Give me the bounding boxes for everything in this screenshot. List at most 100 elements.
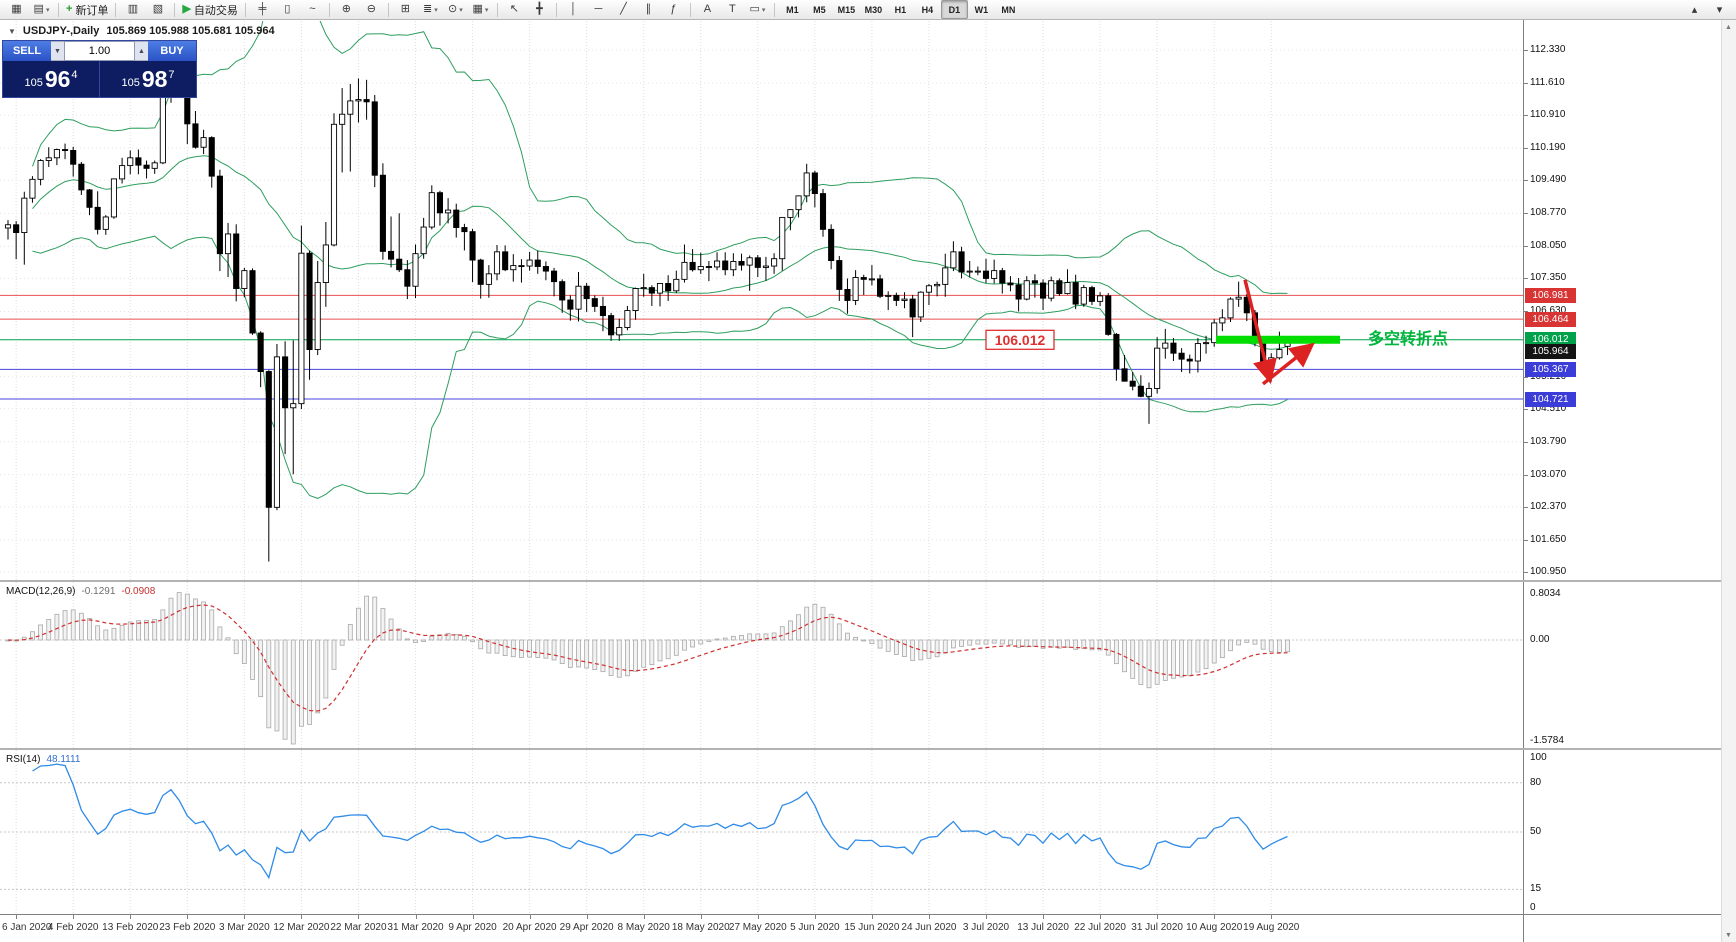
auto-trading-icon[interactable]: ▶ 自动交易	[179, 0, 240, 19]
timeframe-m5[interactable]: M5	[813, 4, 826, 15]
rsi-axis-label: 0	[1530, 902, 1536, 913]
price-tag-106.464: 106.464	[1525, 311, 1576, 327]
shapes-caret-icon[interactable]: ▾	[761, 6, 766, 14]
sell-button[interactable]: SELL	[3, 41, 51, 61]
volume-increase-button[interactable]: ▲	[135, 41, 148, 61]
date-axis-tick	[529, 915, 531, 919]
rsi-axis-label: 80	[1530, 776, 1542, 788]
price-axis-tick	[1524, 50, 1528, 51]
text-label-icon[interactable]: T	[720, 0, 745, 19]
trend-arrow-1[interactable]	[1243, 279, 1277, 385]
timeframe-m30[interactable]: M30	[864, 4, 883, 15]
price-axis-label: 102.370	[1530, 500, 1567, 512]
date-axis-label: 23 Feb 2020	[159, 922, 216, 933]
dock-down-icon[interactable]: ▾	[1716, 4, 1723, 16]
toolbar-group: ↖ ╋	[502, 0, 552, 19]
buy-price-display[interactable]: 105 98 7	[100, 61, 196, 97]
sell-price-pips: 96	[44, 65, 71, 92]
text-glyph: A	[703, 3, 712, 15]
annotations[interactable]: 106.012 多空转折点	[985, 279, 1448, 386]
date-axis-tick	[130, 915, 132, 919]
indicators-glyph: ≣	[423, 3, 433, 15]
cursor-icon[interactable]: ↖	[502, 0, 527, 19]
new-order-icon[interactable]: + 新订单	[63, 0, 111, 19]
timeframe-m1[interactable]: M1	[786, 4, 799, 15]
zoom-out-icon[interactable]: ⊖	[359, 0, 384, 19]
toolbar-group: ▶ 自动交易	[179, 0, 240, 19]
price-axis-tick	[1524, 441, 1528, 443]
toolbar-group: + 新订单	[63, 0, 111, 19]
horizontal-line-icon[interactable]: ─	[586, 0, 611, 19]
text-icon[interactable]: A	[695, 0, 720, 19]
navigator-icon[interactable]: ▧	[145, 0, 170, 19]
volume-decrease-button[interactable]: ▼	[51, 41, 64, 61]
horizontal-levels[interactable]	[0, 294, 1523, 400]
equidistant-channel-icon[interactable]: ∥	[636, 0, 661, 19]
shapes-icon[interactable]: ▭ ▾	[745, 0, 770, 19]
timeframe-h1[interactable]: H1	[894, 4, 907, 15]
crosshair-icon[interactable]: ╋	[527, 0, 552, 19]
periods-caret-icon[interactable]: ▾	[459, 6, 463, 14]
sell-price-display[interactable]: 105 96 4	[3, 61, 99, 97]
tile-windows-icon[interactable]: ⊞	[393, 0, 418, 19]
price-axis-tick	[1524, 148, 1528, 150]
zoom-in-glyph: ⊕	[341, 3, 352, 15]
profiles-caret-icon[interactable]: ▾	[45, 6, 50, 14]
indicators-icon[interactable]: ≣ ▾	[418, 0, 443, 19]
trend-arrow-2[interactable]	[1261, 342, 1315, 386]
vertical-line-glyph: │	[569, 3, 577, 15]
toolbar-separator	[58, 2, 59, 17]
indicators-caret-icon[interactable]: ▾	[434, 6, 438, 14]
vertical-line-icon[interactable]: │	[561, 0, 586, 19]
cn-note-text[interactable]: 多空转折点	[1368, 329, 1448, 348]
sell-price-handle: 105	[24, 76, 43, 89]
price-tag-105.964: 105.964	[1525, 343, 1576, 359]
timeframe-m15[interactable]: M15	[837, 4, 856, 15]
trendline-icon[interactable]: ╱	[611, 0, 636, 19]
panel-separator-rsi[interactable]	[0, 748, 1722, 750]
buy-price-fraction: 7	[168, 68, 175, 81]
date-axis-tick	[187, 915, 189, 919]
candle-chart-mode-icon[interactable]: ▯	[275, 0, 300, 19]
timeframe-mn[interactable]: MN	[1001, 4, 1016, 15]
bar-chart-mode-icon[interactable]: ╪	[250, 0, 275, 19]
volume-input[interactable]	[64, 41, 135, 61]
periods-icon[interactable]: ⊙ ▾	[443, 0, 468, 19]
scroll-up-icon[interactable]: ▲	[1725, 23, 1732, 31]
date-axis-label: 6 Jan 2020	[2, 922, 52, 933]
toolbar-separator	[174, 2, 176, 17]
timeframe-d1[interactable]: D1	[940, 0, 968, 19]
timeframe-w1[interactable]: W1	[974, 4, 989, 15]
market-watch-icon[interactable]: ▥	[120, 0, 145, 19]
scroll-down-icon[interactable]: ▼	[1725, 931, 1732, 939]
templates-caret-icon[interactable]: ▾	[484, 6, 489, 14]
date-axis-tick	[415, 915, 417, 919]
rsi-axis-label: 100	[1530, 752, 1547, 763]
date-axis-label: 15 Jun 2020	[844, 922, 900, 933]
zoom-in-icon[interactable]: ⊕	[334, 0, 359, 19]
vertical-scrollbar[interactable]: ▲ ▼	[1721, 20, 1736, 942]
fibonacci-icon[interactable]: ƒ	[661, 0, 686, 19]
buy-button[interactable]: BUY	[148, 41, 196, 61]
date-axis-label: 22 Jul 2020	[1074, 922, 1126, 933]
chart-symbol-period: USDJPY-,Daily	[22, 25, 100, 37]
dock-up-icon[interactable]: ▴	[1691, 4, 1698, 16]
macd-axis-label: -1.5784	[1530, 735, 1564, 746]
timeframe-h4[interactable]: H4	[921, 4, 934, 15]
rsi-axis-label: 50	[1530, 826, 1542, 837]
trade-panel-divider	[99, 61, 100, 97]
templates-icon[interactable]: ▦ ▾	[468, 0, 493, 19]
new-chart-icon[interactable]: ▦	[4, 0, 29, 19]
price-callout-box[interactable]	[985, 329, 1055, 350]
date-axis-label: 31 Jul 2020	[1131, 922, 1183, 933]
date-axis-label: 13 Jul 2020	[1017, 922, 1069, 933]
profiles-icon[interactable]: ▤ ▾	[29, 0, 54, 19]
macd-value-main: -0.1291	[81, 586, 116, 597]
date-axis-tick	[472, 915, 474, 919]
date-axis-label: 3 Jul 2020	[962, 922, 1010, 933]
templates-glyph: ▦	[472, 3, 483, 15]
one-click-collapse-icon[interactable]: ▼	[8, 26, 16, 36]
price-axis-label: 111.610	[1530, 77, 1565, 89]
panel-separator-macd[interactable]	[0, 580, 1722, 582]
line-chart-mode-icon[interactable]: ~	[300, 0, 325, 19]
